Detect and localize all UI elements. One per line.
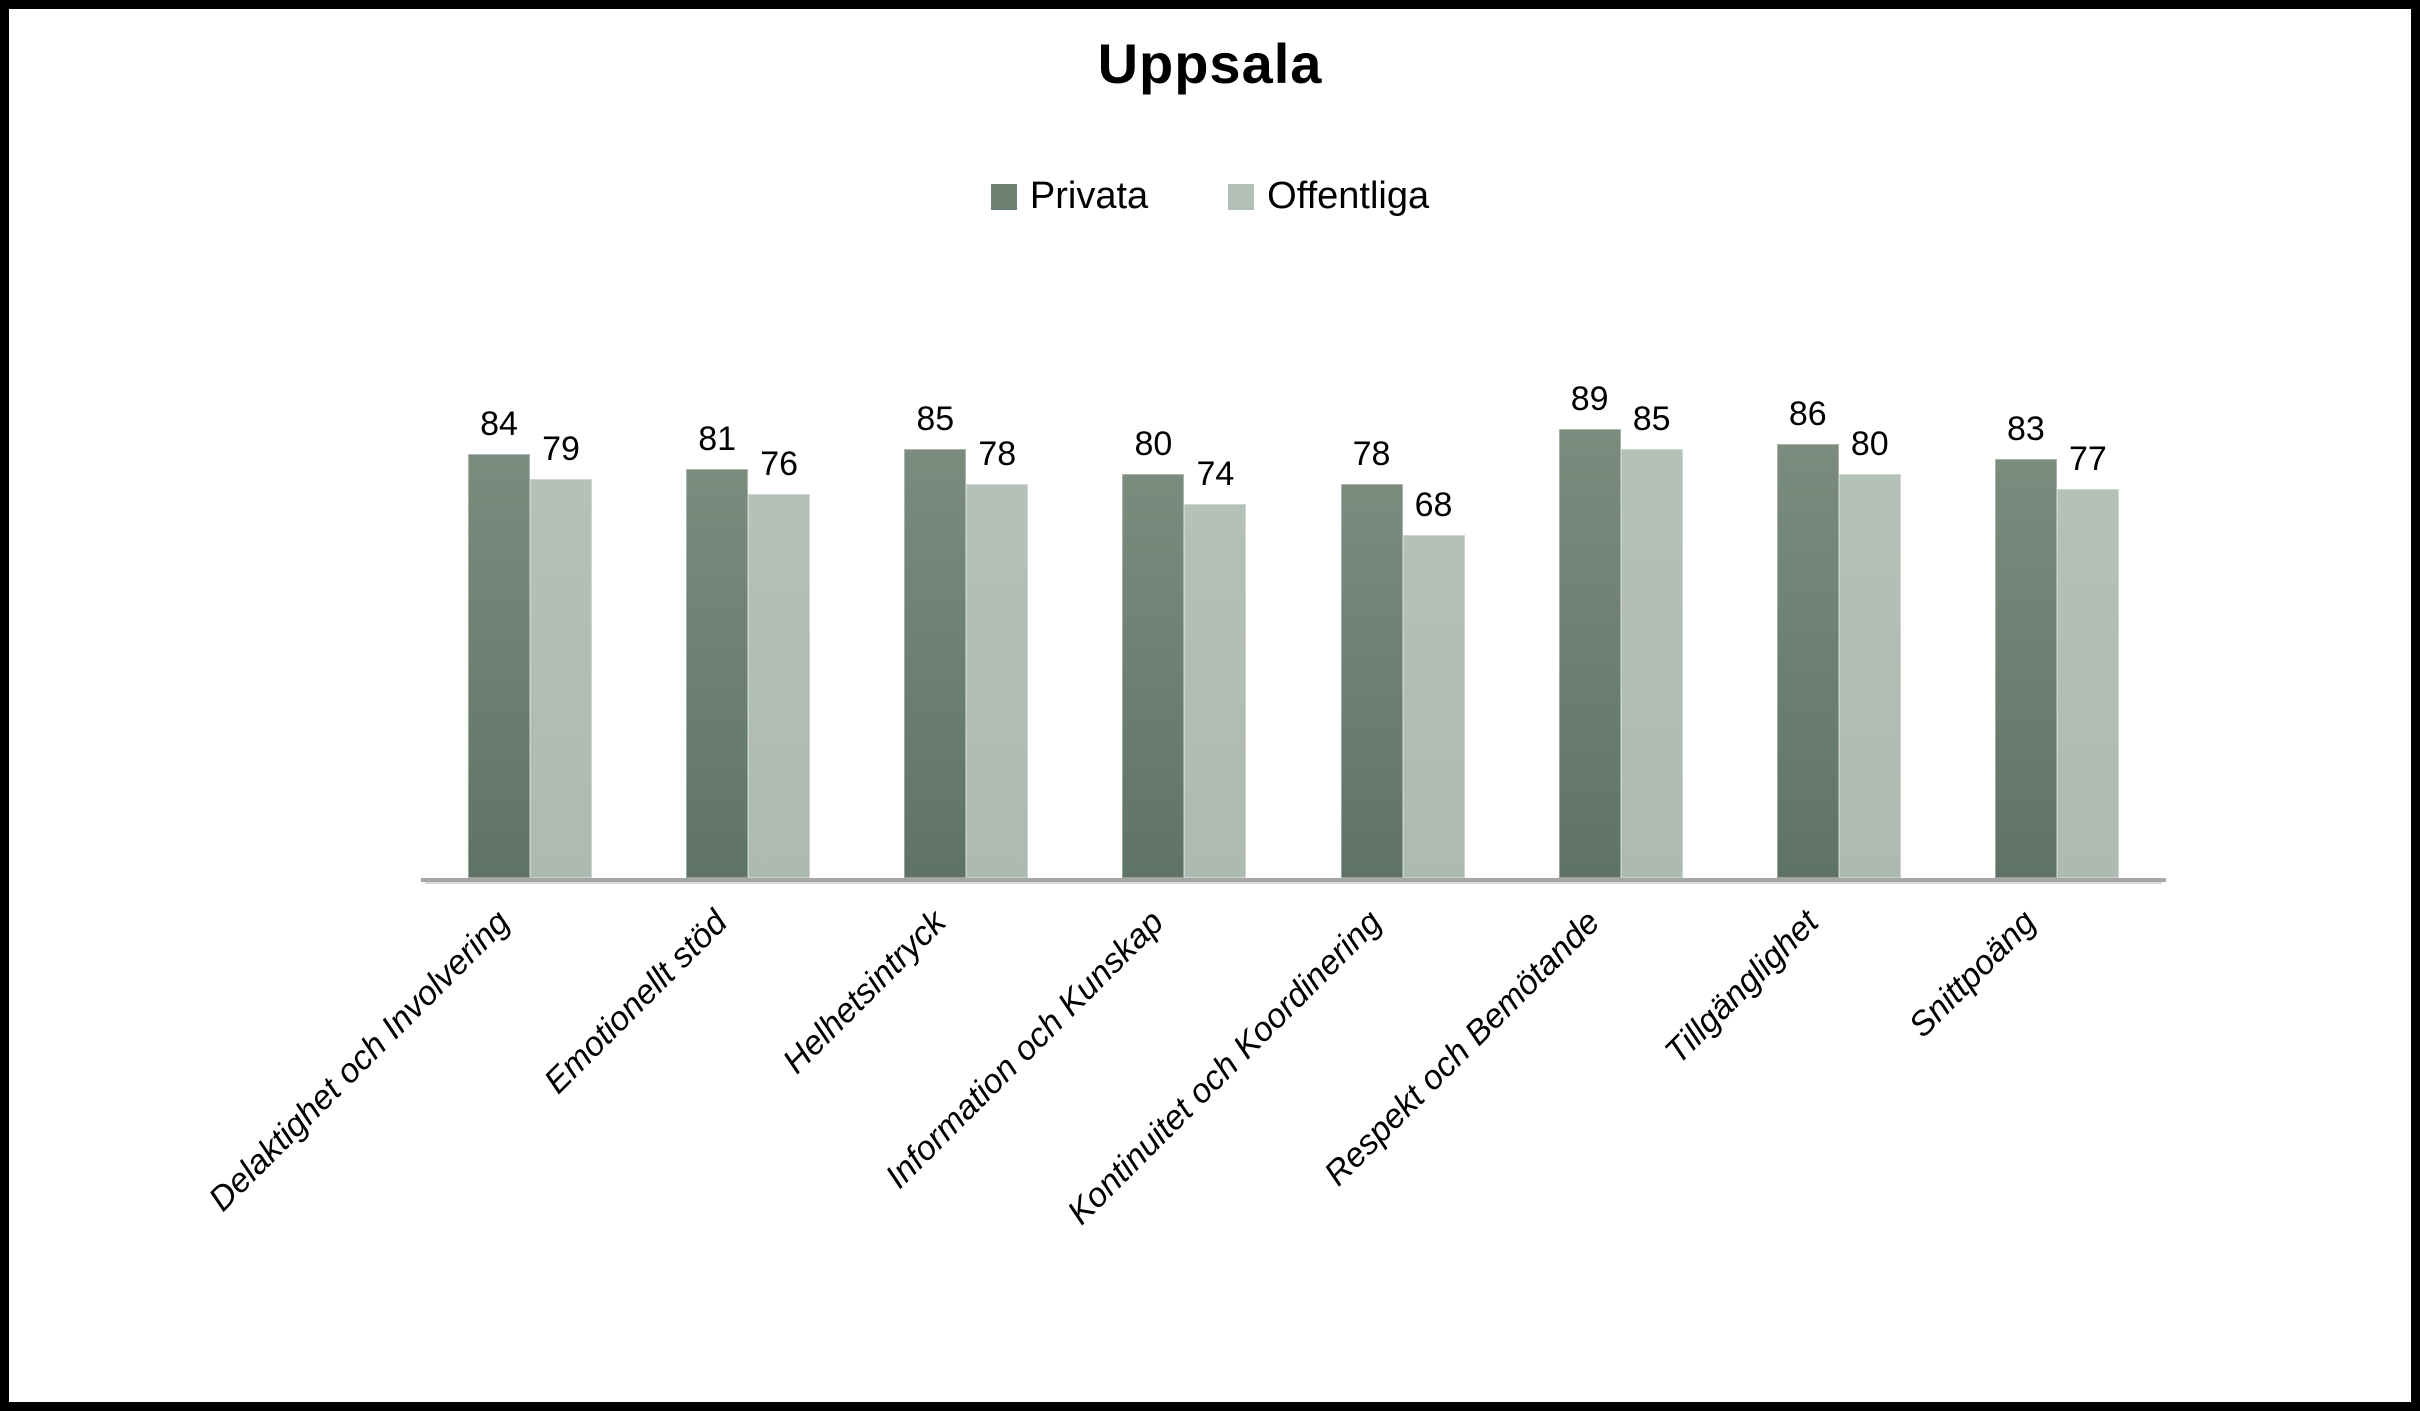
bar-group-2: 81 76 [639,373,857,878]
value-label-offentliga-7: 80 [1850,425,1889,463]
value-label-offentliga-4: 74 [1196,455,1235,494]
value-label-offentliga-1: 79 [542,430,580,469]
chart-title: Uppsala [1097,32,1323,95]
value-label-offentliga-8: 77 [2069,440,2107,479]
bar-privata-5: 78 [1340,437,1403,878]
category-label-cell-1: Delaktighet och Involvering [201,893,639,1398]
category-label-cell-4: Information och Kunskap [878,893,1293,1398]
bar-privata-8: 83 [1994,412,2057,878]
value-label-privata-3: 85 [916,399,955,438]
bar-offentliga-8: 77 [2056,442,2119,878]
bar-offentliga-1: 79 [530,432,593,878]
category-label-1: Delaktighet och Involvering [201,903,517,1219]
legend-swatch-privata [990,183,1017,210]
bar-offentliga-2: 76 [748,447,811,878]
category-label-cell-2: Emotionellt stöd [537,893,857,1398]
category-label-cell-5: Kontinuitet och Koordinering [1060,893,1512,1398]
category-label-cell-3: Helhetsintryck [775,893,1075,1398]
value-label-offentliga-2: 76 [760,445,799,484]
value-label-privata-8: 83 [2007,409,2045,448]
bar-privata-6: 89 [1558,382,1621,878]
value-label-offentliga-5: 68 [1414,485,1453,524]
value-label-privata-1: 84 [480,404,518,443]
value-label-privata-7: 86 [1788,394,1827,433]
value-label-privata-4: 80 [1134,425,1173,463]
value-label-offentliga-3: 78 [978,435,1017,474]
bar-offentliga-3: 78 [966,437,1029,878]
category-label-cell-6: Respekt och Bemötande [1317,893,1730,1398]
value-label-privata-6: 89 [1570,379,1609,418]
legend: Privata Offentliga [9,175,2411,218]
bar-privata-2: 81 [686,422,749,878]
legend-swatch-offentliga [1228,183,1255,210]
bar-group-8: 83 77 [1948,373,2166,878]
value-label-offentliga-6: 85 [1632,399,1671,438]
bar-group-4: 80 74 [1075,373,1293,878]
bar-privata-3: 85 [904,402,967,878]
bar-offentliga-4: 74 [1184,457,1247,878]
bar-group-1: 84 79 [421,373,639,878]
bar-privata-1: 84 [468,407,531,878]
bar-group-3: 85 78 [857,373,1075,878]
legend-item-offentliga: Offentliga [1228,175,1429,218]
plot-area: 84 79 81 76 85 78 80 74 78 68 89 85 86 80 83 77 [421,373,2166,882]
legend-label-privata: Privata [1029,175,1149,217]
bar-group-7: 86 80 [1730,373,1948,878]
value-label-privata-5: 78 [1352,435,1391,474]
bar-group-6: 89 85 [1512,373,1730,878]
bar-offentliga-5: 68 [1402,488,1465,878]
category-label-cell-8: Snittpoäng [1902,893,2166,1398]
category-label-cell-7: Tillgänglighet [1657,893,1948,1398]
category-labels: Delaktighet och Involvering Emotionellt s… [201,893,2166,1398]
bar-offentliga-6: 85 [1620,402,1683,878]
value-label-privata-2: 81 [698,419,737,458]
bar-privata-4: 80 [1122,427,1185,878]
bar-offentliga-7: 80 [1838,427,1901,878]
legend-item-privata: Privata [990,175,1149,218]
legend-label-offentliga: Offentliga [1267,175,1430,217]
bar-group-5: 78 68 [1294,373,1512,878]
bar-privata-7: 86 [1776,397,1839,878]
